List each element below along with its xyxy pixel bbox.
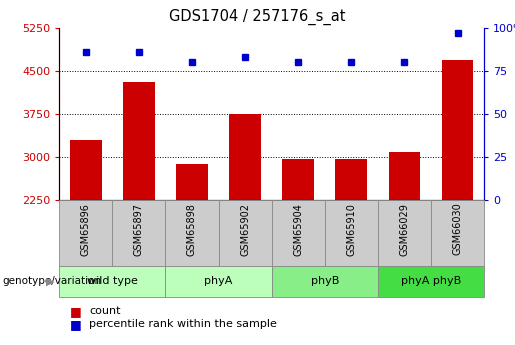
Text: GSM65910: GSM65910 bbox=[346, 203, 356, 256]
Text: phyA phyB: phyA phyB bbox=[401, 276, 461, 286]
Bar bbox=[70, 140, 101, 200]
Bar bbox=[335, 159, 367, 200]
Text: percentile rank within the sample: percentile rank within the sample bbox=[89, 319, 277, 329]
Text: GSM66030: GSM66030 bbox=[453, 203, 462, 255]
Bar bbox=[59, 200, 112, 266]
Bar bbox=[271, 266, 378, 297]
Text: ■: ■ bbox=[70, 305, 81, 318]
Text: genotype/variation: genotype/variation bbox=[3, 276, 101, 286]
Bar bbox=[431, 200, 484, 266]
Bar bbox=[271, 200, 325, 266]
Text: GSM65897: GSM65897 bbox=[134, 203, 144, 256]
Bar bbox=[282, 159, 314, 200]
Text: wild type: wild type bbox=[87, 276, 138, 286]
Text: GDS1704 / 257176_s_at: GDS1704 / 257176_s_at bbox=[169, 9, 346, 25]
Bar bbox=[441, 60, 473, 200]
Text: GSM65898: GSM65898 bbox=[187, 203, 197, 256]
Text: ▶: ▶ bbox=[46, 276, 54, 286]
Bar bbox=[229, 114, 261, 200]
Text: phyA: phyA bbox=[204, 276, 233, 286]
Text: phyB: phyB bbox=[311, 276, 339, 286]
Bar bbox=[123, 82, 155, 200]
Text: GSM65896: GSM65896 bbox=[81, 203, 91, 256]
Text: GSM66029: GSM66029 bbox=[400, 203, 409, 256]
Bar bbox=[176, 165, 208, 200]
Bar bbox=[112, 200, 165, 266]
Text: GSM65904: GSM65904 bbox=[293, 203, 303, 256]
Text: ■: ■ bbox=[70, 318, 81, 331]
Text: GSM65902: GSM65902 bbox=[240, 203, 250, 256]
Bar bbox=[59, 266, 165, 297]
Text: count: count bbox=[89, 306, 121, 316]
Bar bbox=[378, 266, 484, 297]
Bar bbox=[388, 152, 420, 200]
Bar bbox=[378, 200, 431, 266]
Bar bbox=[165, 200, 218, 266]
Bar bbox=[218, 200, 271, 266]
Bar bbox=[325, 200, 378, 266]
Bar bbox=[165, 266, 271, 297]
